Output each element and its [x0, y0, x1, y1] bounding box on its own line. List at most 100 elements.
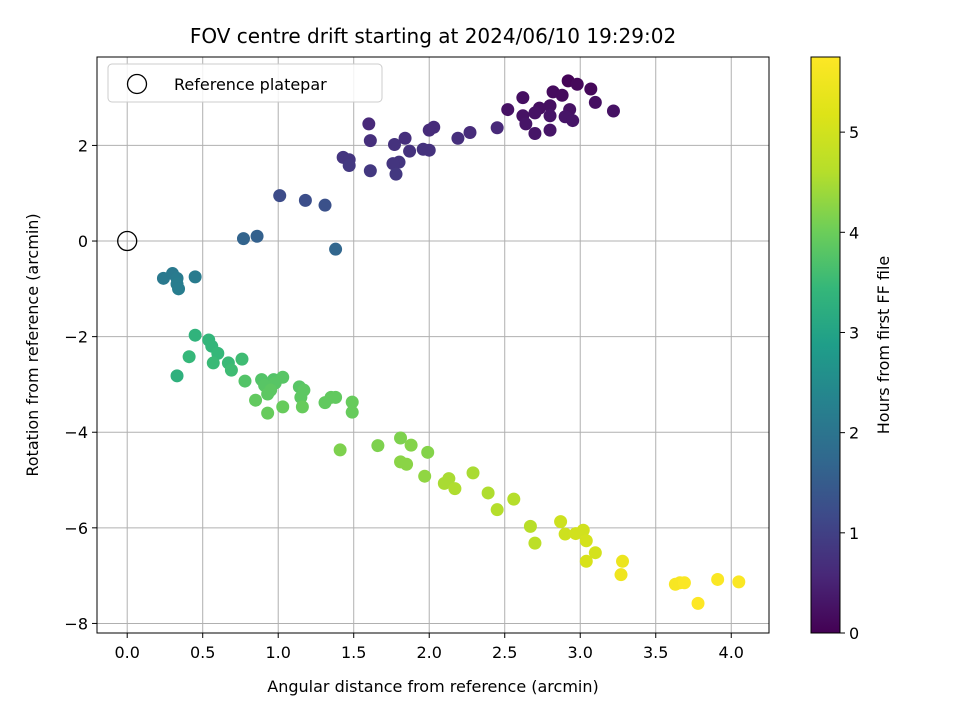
scatter-point: [363, 134, 377, 148]
scatter-point: [528, 106, 542, 120]
scatter-point: [606, 104, 620, 118]
scatter-point: [528, 126, 542, 140]
scatter-point: [490, 503, 504, 517]
scatter-point: [236, 232, 250, 246]
scatter-point: [421, 445, 435, 459]
scatter-point: [295, 400, 309, 414]
x-tick-label: 0.5: [190, 643, 215, 662]
scatter-point: [490, 121, 504, 135]
scatter-point: [451, 131, 465, 145]
scatter-point: [188, 270, 202, 284]
scatter-point: [507, 492, 521, 506]
x-tick-label: 4.0: [719, 643, 744, 662]
x-tick-label: 2.0: [416, 643, 441, 662]
scatter-point: [294, 390, 308, 404]
scatter-point: [298, 193, 312, 207]
scatter-point: [386, 157, 400, 171]
scatter-point: [403, 144, 417, 158]
scatter-point: [463, 126, 477, 140]
reference-platepar-marker: [117, 230, 138, 252]
colorbar-tick-label: 1: [849, 524, 859, 543]
scatter-point: [398, 131, 412, 145]
y-tick-label: −8: [64, 614, 88, 633]
scatter-point: [363, 164, 377, 178]
plot-frame: [96, 56, 770, 634]
legend-label: Reference platepar: [174, 75, 327, 94]
x-axis-ticks: 0.0 0.5 1.0 1.5 2.0 2.5 3.0 3.5 4.0: [114, 633, 744, 662]
y-tick-label: 0: [78, 232, 88, 251]
colorbar-tick-label: 5: [849, 123, 859, 142]
scatter-point: [523, 519, 537, 533]
scatter-point: [276, 400, 290, 414]
scatter-point: [404, 438, 418, 452]
scatter-point: [554, 515, 568, 529]
scatter-point: [371, 439, 385, 453]
scatter-point: [616, 554, 630, 568]
scatter-point: [387, 137, 401, 151]
scatter-point: [528, 536, 542, 550]
scatter-point: [170, 369, 184, 383]
reference-marker-layer: [117, 230, 138, 252]
x-tick-label: 3.5: [643, 643, 668, 662]
scatter-point: [448, 482, 462, 496]
colorbar: 0 1 2 3 4 5 Hours from first FF file: [810, 56, 893, 643]
scatter-point: [579, 554, 593, 568]
scatter-point: [188, 328, 202, 342]
scatter-point: [711, 572, 725, 586]
scatter-point: [584, 82, 598, 96]
scatter-point: [249, 393, 263, 407]
scatter-point: [345, 395, 359, 409]
colorbar-tick-label: 0: [849, 624, 859, 643]
chart-title: FOV centre drift starting at 2024/06/10 …: [190, 24, 676, 48]
colorbar-ticks: 0 1 2 3 4 5: [840, 123, 859, 643]
scatter-point: [569, 527, 583, 541]
x-tick-label: 0.0: [114, 643, 139, 662]
scatter-point: [261, 387, 275, 401]
y-tick-label: −2: [64, 328, 88, 347]
scatter-point: [329, 242, 343, 256]
scatter-point: [250, 229, 264, 243]
scatter-point: [235, 352, 249, 366]
data-points: [156, 74, 746, 610]
scatter-point: [318, 396, 332, 410]
scatter-point: [677, 576, 691, 590]
y-axis-label: Rotation from reference (arcmin): [23, 213, 42, 476]
scatter-point: [437, 476, 451, 490]
scatter-point: [342, 159, 356, 173]
y-tick-label: −4: [64, 423, 88, 442]
y-tick-label: 2: [78, 136, 88, 155]
legend: Reference platepar: [107, 63, 383, 103]
scatter-point: [182, 350, 196, 364]
scatter-point: [558, 527, 572, 541]
legend-marker-open-circle: [126, 73, 148, 95]
scatter-point: [555, 88, 569, 102]
scatter-point: [614, 568, 628, 582]
x-axis-label: Angular distance from reference (arcmin): [267, 677, 598, 696]
scatter-point: [501, 103, 515, 117]
scatter-point: [519, 117, 533, 131]
legend-box: [107, 63, 383, 103]
scatter-point: [543, 99, 557, 113]
y-axis-ticks: −8 −6 −4 −2 0 2: [64, 136, 97, 633]
scatter-point: [543, 123, 557, 137]
scatter-point: [261, 406, 275, 420]
scatter-point: [418, 469, 432, 483]
grid-lines: [97, 57, 769, 633]
x-tick-label: 1.5: [341, 643, 366, 662]
scatter-point: [394, 431, 408, 445]
colorbar-tick-label: 3: [849, 323, 859, 342]
scatter-point: [579, 534, 593, 548]
colorbar-gradient: [810, 56, 841, 634]
scatter-point: [422, 143, 436, 157]
scatter-point: [466, 466, 480, 480]
scatter-point: [318, 198, 332, 212]
x-tick-label: 2.5: [492, 643, 517, 662]
scatter-point: [691, 596, 705, 610]
scatter-point: [543, 109, 557, 123]
scatter-point: [345, 405, 359, 419]
y-tick-label: −6: [64, 519, 88, 538]
scatter-point: [422, 123, 436, 137]
scatter-point: [588, 95, 602, 109]
scatter-point: [206, 356, 220, 370]
